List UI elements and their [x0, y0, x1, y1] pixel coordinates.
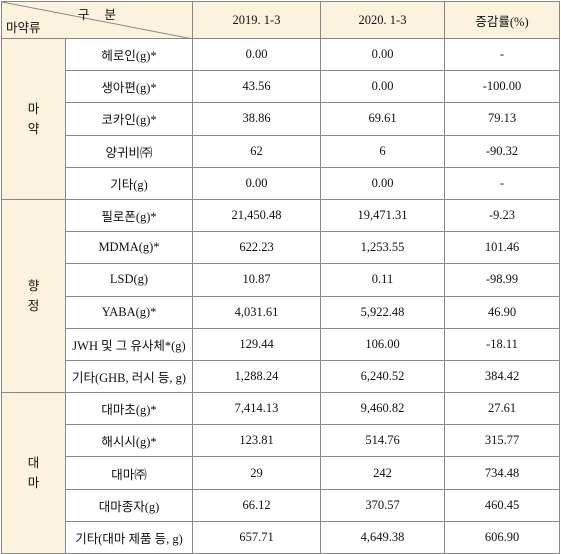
value-cell: 0.00 [192, 166, 321, 200]
item-label: 양귀비㈜ [65, 134, 193, 168]
value-cell: 1,253.55 [320, 231, 445, 265]
item-label: 대마㈜ [65, 456, 193, 490]
item-label: YABA(g)* [65, 295, 193, 329]
value-cell: 0.11 [320, 263, 445, 297]
item-label: 해시시(g)* [65, 424, 193, 458]
value-cell: 315.77 [444, 424, 560, 458]
row: JWH 및 그 유사체*(g) 129.44 106.00 -18.11 [2, 327, 560, 361]
value-cell: 79.13 [444, 102, 560, 136]
row: 코카인(g)* 38.86 69.61 79.13 [2, 102, 560, 136]
value-cell: 242 [320, 456, 445, 490]
row: 해시시(g)* 123.81 514.76 315.77 [2, 424, 560, 458]
value-cell: 384.42 [444, 359, 560, 394]
item-label: 기타(대마 제품 등, g) [65, 520, 193, 554]
value-cell: 657.71 [192, 520, 321, 554]
row: 양귀비㈜ 62 6 -90.32 [2, 134, 560, 168]
row: 기타(GHB, 러시 등, g) 1,288.24 6,240.52 384.42 [2, 359, 560, 394]
value-cell: 0.00 [320, 166, 445, 200]
row: 생아편(g)* 43.56 0.00 -100.00 [2, 70, 560, 104]
item-label: 대마종자(g) [65, 488, 193, 522]
item-label: MDMA(g)* [65, 231, 193, 265]
row: 대마㈜ 29 242 734.48 [2, 456, 560, 490]
value-cell: 21,450.48 [192, 198, 321, 233]
value-cell: 9,460.82 [320, 392, 445, 426]
row: 기타(대마 제품 등, g) 657.71 4,649.38 606.90 [2, 520, 560, 554]
value-cell: 370.57 [320, 488, 445, 522]
diagonal [2, 2, 193, 39]
value-cell: 62 [192, 134, 321, 168]
value-cell: 38.86 [192, 102, 321, 136]
value-cell: 69.61 [320, 102, 445, 136]
value-cell: 4,649.38 [320, 520, 445, 554]
value-cell: - [444, 37, 560, 72]
value-cell: - [444, 166, 560, 200]
value-cell: 622.23 [192, 231, 321, 265]
row: 대마종자(g) 66.12 370.57 460.45 [2, 488, 560, 522]
value-cell: 5,922.48 [320, 295, 445, 329]
item-label: 코카인(g)* [65, 102, 193, 136]
value-cell: 6,240.52 [320, 359, 445, 394]
column-header: 증감률(%) [444, 1, 560, 39]
item-label: 대마초(g)* [65, 392, 193, 426]
group-label: 향정 [27, 279, 40, 313]
value-cell: 0.00 [192, 37, 321, 72]
column-header: 2020. 1-3 [320, 1, 445, 39]
corner-top: 구 분 [77, 8, 122, 22]
value-cell: 106.00 [320, 327, 445, 361]
value-cell: 460.45 [444, 488, 560, 522]
value-cell: 734.48 [444, 456, 560, 490]
value-cell: 43.56 [192, 70, 321, 104]
item-label: 기타(g) [65, 166, 193, 200]
value-cell: -90.32 [444, 134, 560, 168]
row: 향정 필로폰(g)* 21,450.48 19,471.31 -9.23 [1, 198, 560, 394]
value-cell: -98.99 [444, 263, 560, 297]
value-cell: 514.76 [320, 424, 445, 458]
item-label: JWH 및 그 유사체*(g) [65, 327, 193, 361]
value-cell: 27.61 [444, 392, 560, 426]
value-cell: 1,288.24 [192, 359, 321, 394]
column-header: 2019. 1-3 [192, 1, 321, 39]
value-cell: 46.90 [444, 295, 560, 329]
value-cell: 19,471.31 [320, 198, 445, 233]
table-header: 구 분 마약류 2019. 1-3 2020. 1-3 증감률(%) [1, 1, 560, 39]
group-cell: 향정 [1, 198, 66, 394]
value-cell: 29 [192, 456, 321, 490]
item-label: 생아편(g)* [65, 70, 193, 104]
value-cell: 606.90 [444, 520, 560, 554]
table-body: 마약 헤로인(g)* 0.00 0.00- 생아편(g)* 43.56 0.00 -100.0… [1, 37, 560, 554]
item-label: 헤로인(g)* [65, 37, 193, 72]
row: MDMA(g)* 622.23 1,253.55 101.46 [2, 231, 560, 265]
row: YABA(g)* 4,031.61 5,922.48 46.90 [2, 295, 560, 329]
row: 기타(g) 0.00 0.00- [2, 166, 560, 200]
group-label: 마약 [27, 101, 40, 136]
value-cell: 0.00 [320, 37, 445, 72]
value-cell: 101.46 [444, 231, 560, 265]
value-cell: 4,031.61 [192, 295, 321, 329]
value-cell: -100.00 [444, 70, 560, 104]
value-cell: 10.87 [192, 263, 321, 297]
item-label: 기타(GHB, 러시 등, g) [65, 359, 193, 394]
corner-cell: 구 분 마약류 [1, 1, 193, 39]
item-label: 필로폰(g)* [65, 198, 193, 233]
value-cell: 0.00 [320, 70, 445, 104]
group-cell: 대마 [1, 392, 66, 554]
group-label: 대마 [27, 456, 40, 491]
corner-bottom: 마약류 [6, 21, 41, 35]
value-cell: 6 [320, 134, 445, 168]
row: LSD(g) 10.87 0.11 -98.99 [2, 263, 560, 297]
value-cell: -18.11 [444, 327, 560, 361]
value-cell: 123.81 [192, 424, 321, 458]
row: 대마 대마초(g)* 7,414.13 9,460.82 27.61 [1, 392, 560, 554]
value-cell: 7,414.13 [192, 392, 321, 426]
value-cell: 129.44 [192, 327, 321, 361]
value-cell: -9.23 [444, 198, 560, 233]
item-label: LSD(g) [65, 263, 193, 297]
value-cell: 66.12 [192, 488, 321, 522]
group-cell: 마약 [1, 38, 66, 200]
row: 마약 헤로인(g)* 0.00 0.00- [1, 37, 560, 200]
